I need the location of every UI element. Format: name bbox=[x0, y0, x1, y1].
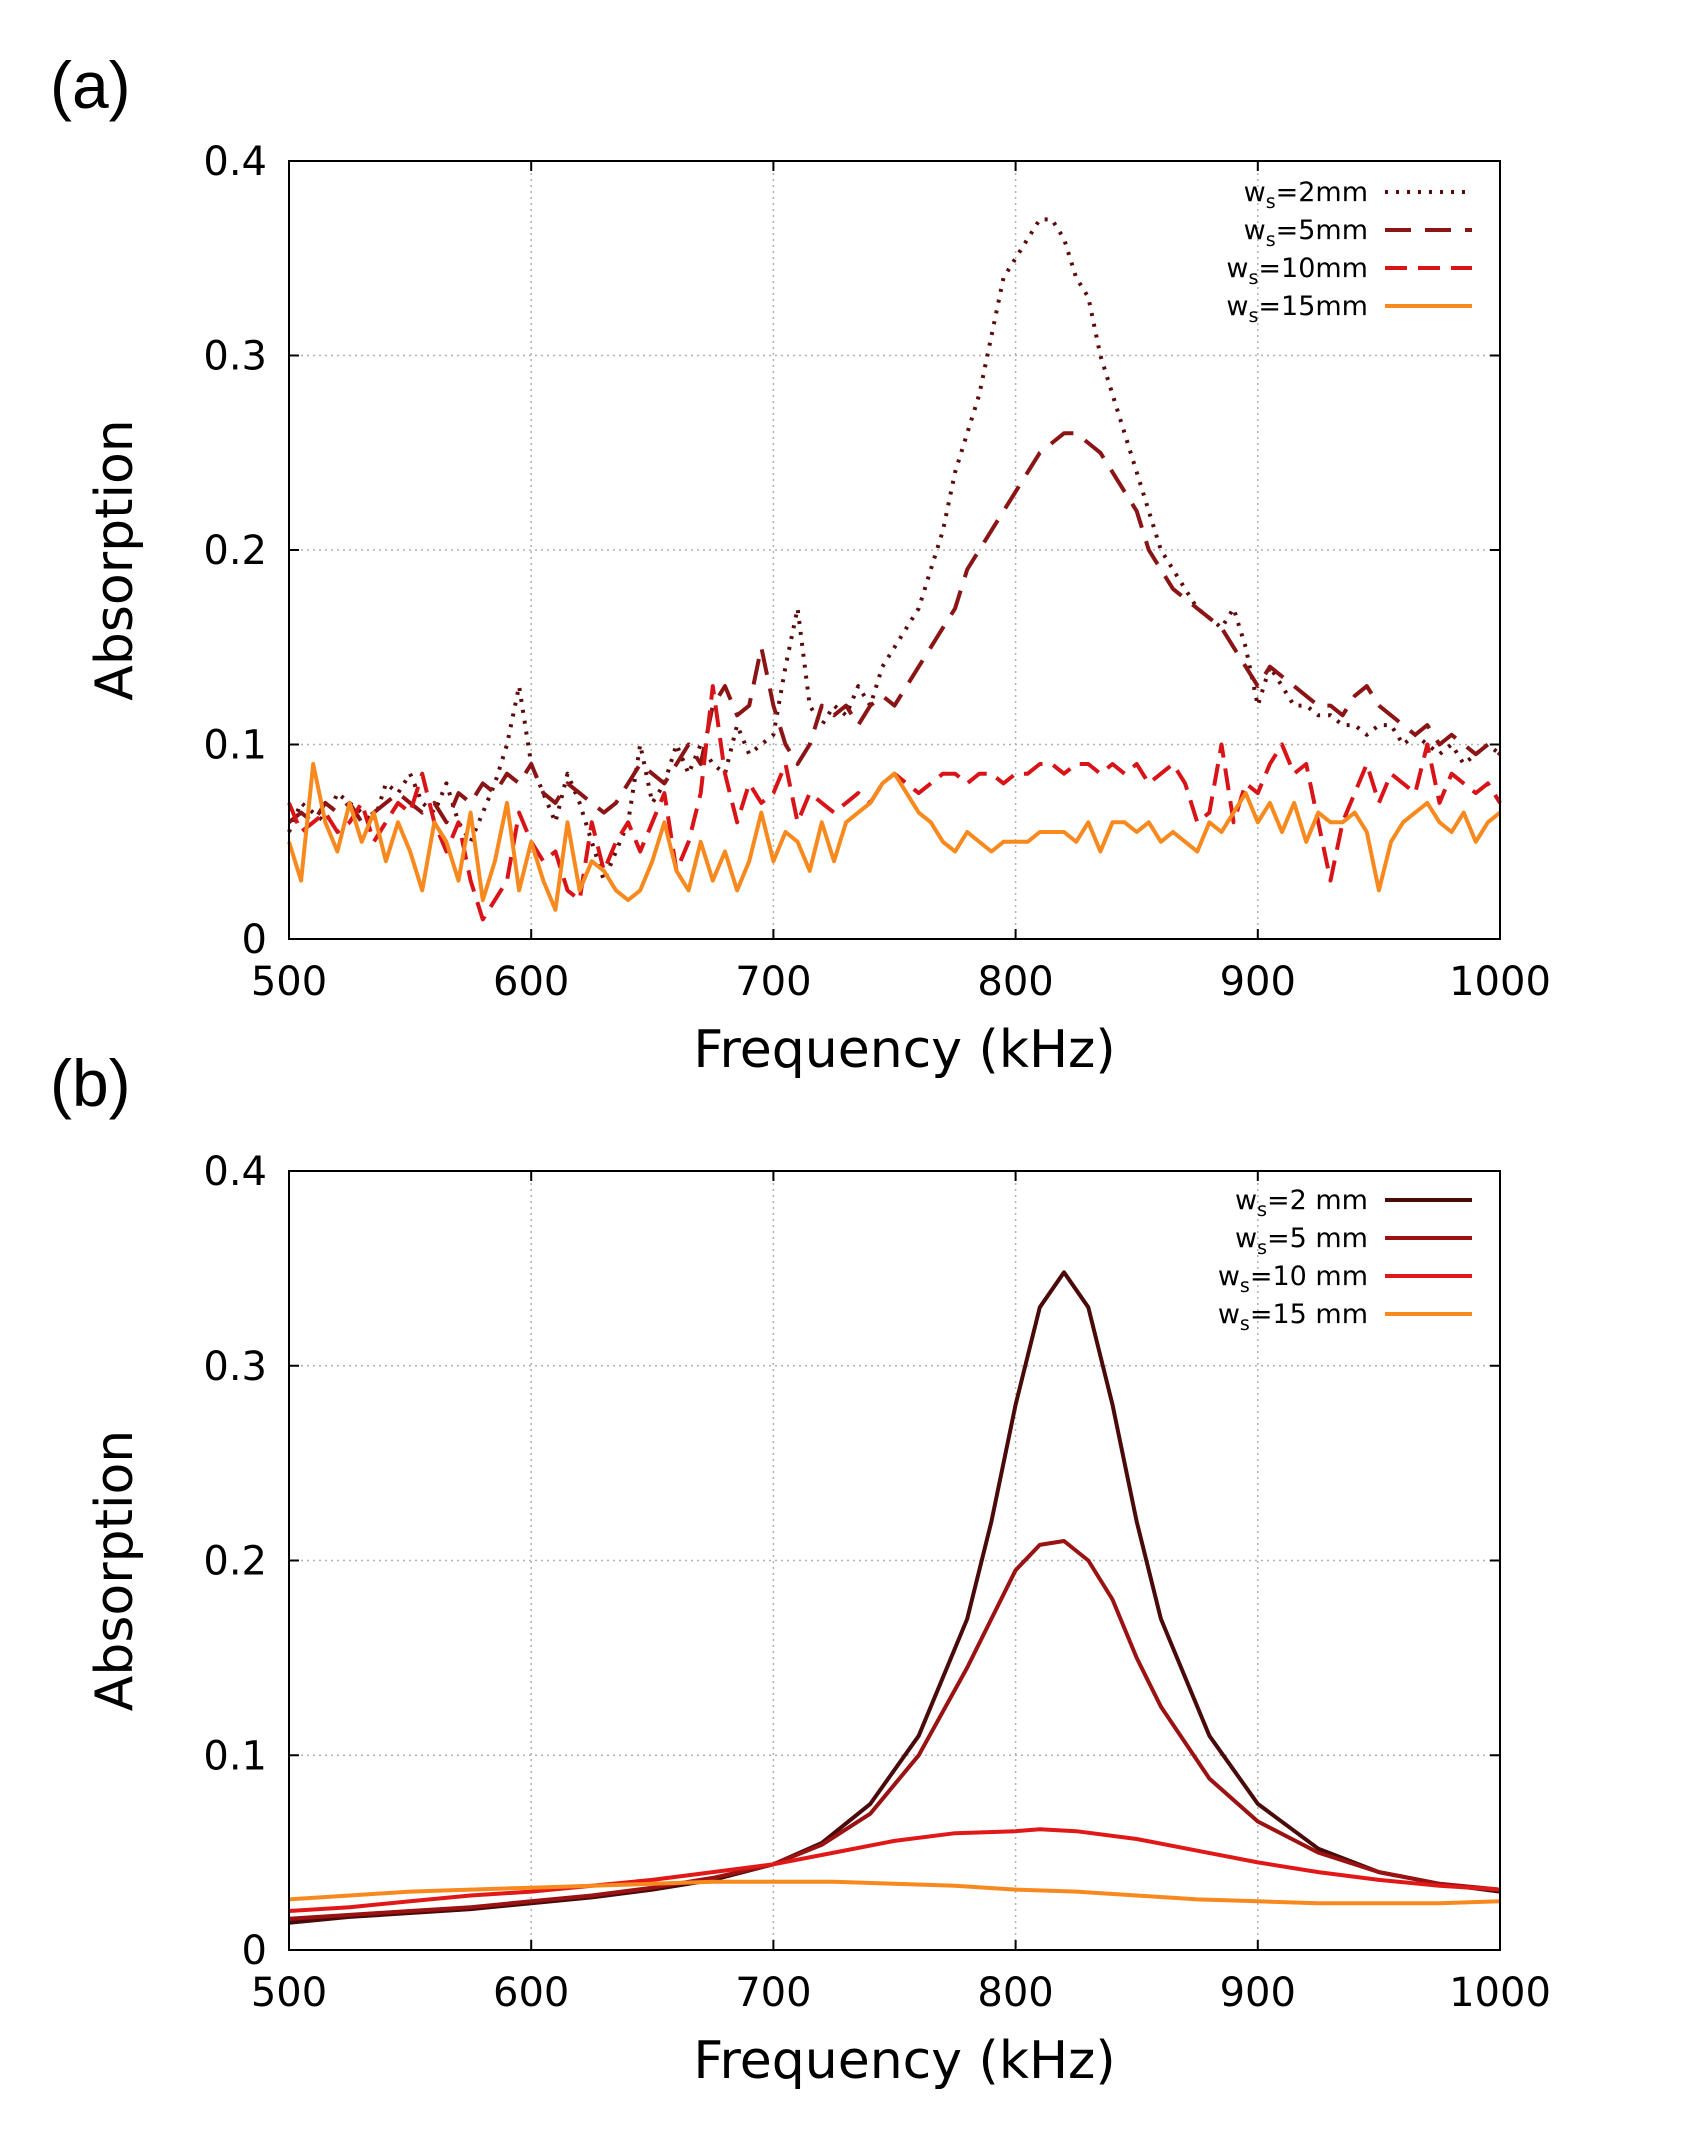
y-tick-label: 0.4 bbox=[203, 1149, 267, 1195]
x-tick-label: 700 bbox=[735, 1970, 811, 2016]
series-line bbox=[287, 217, 1502, 883]
series-line bbox=[288, 1539, 1501, 1921]
chart-panel-b: (b) 500 600 700 800 900 1000 0 0.1 0.2 0.3 0.4 Frequ… bbox=[50, 1046, 1551, 2091]
x-tick-label: 500 bbox=[251, 1970, 327, 2016]
series-line bbox=[287, 431, 1502, 825]
x-tick-label: 600 bbox=[493, 1970, 569, 2016]
x-tick-label: 500 bbox=[251, 959, 327, 1005]
chart-panel-a: (a) 500 600 700 800 900 1000 0 0.1 0.2 0.3 0.4 Frequ… bbox=[50, 48, 1551, 1080]
series-line bbox=[288, 1879, 1501, 1906]
series-line bbox=[287, 684, 1502, 922]
y-tick-label: 0 bbox=[242, 1928, 267, 1974]
y-tick-label: 0.3 bbox=[203, 334, 267, 380]
series-line bbox=[287, 762, 1502, 912]
y-tick-label: 0.2 bbox=[203, 1539, 267, 1585]
x-tick-label: 600 bbox=[493, 959, 569, 1005]
series-line bbox=[288, 1270, 1501, 1925]
legend-label: ws=5mm bbox=[1244, 215, 1368, 251]
x-tick-label: 800 bbox=[977, 959, 1053, 1005]
y-axis-title: Absorption bbox=[85, 419, 145, 700]
x-tick-label: 700 bbox=[735, 959, 811, 1005]
x-tick-label: 900 bbox=[1220, 959, 1296, 1005]
y-tick-label: 0.2 bbox=[203, 528, 267, 574]
legend-label: ws=2mm bbox=[1244, 177, 1368, 213]
x-tick-label: 900 bbox=[1220, 1970, 1296, 2016]
x-axis-title: Frequency (kHz) bbox=[693, 1020, 1115, 1080]
y-tick-label: 0.1 bbox=[203, 1733, 267, 1779]
x-tick-label: 1000 bbox=[1449, 1970, 1551, 2016]
panel-label: (b) bbox=[50, 1046, 131, 1120]
y-tick-label: 0.1 bbox=[203, 723, 267, 769]
y-tick-label: 0.3 bbox=[203, 1344, 267, 1390]
y-axis-title: Absorption bbox=[85, 1430, 145, 1711]
x-tick-label: 800 bbox=[977, 1970, 1053, 2016]
legend-label: ws=2 mm bbox=[1235, 1185, 1368, 1221]
y-tick-label: 0 bbox=[242, 917, 267, 963]
legend-label: ws=5 mm bbox=[1235, 1223, 1368, 1259]
y-tick-label: 0.4 bbox=[203, 139, 267, 185]
x-axis-title: Frequency (kHz) bbox=[693, 2031, 1115, 2091]
x-tick-label: 1000 bbox=[1449, 959, 1551, 1005]
legend-label: ws=10mm bbox=[1226, 253, 1368, 289]
series-line bbox=[288, 1827, 1501, 1913]
panel-label: (a) bbox=[50, 48, 131, 122]
legend-label: ws=10 mm bbox=[1218, 1261, 1368, 1297]
legend-label: ws=15mm bbox=[1226, 291, 1368, 327]
legend-label: ws=15 mm bbox=[1218, 1299, 1368, 1335]
